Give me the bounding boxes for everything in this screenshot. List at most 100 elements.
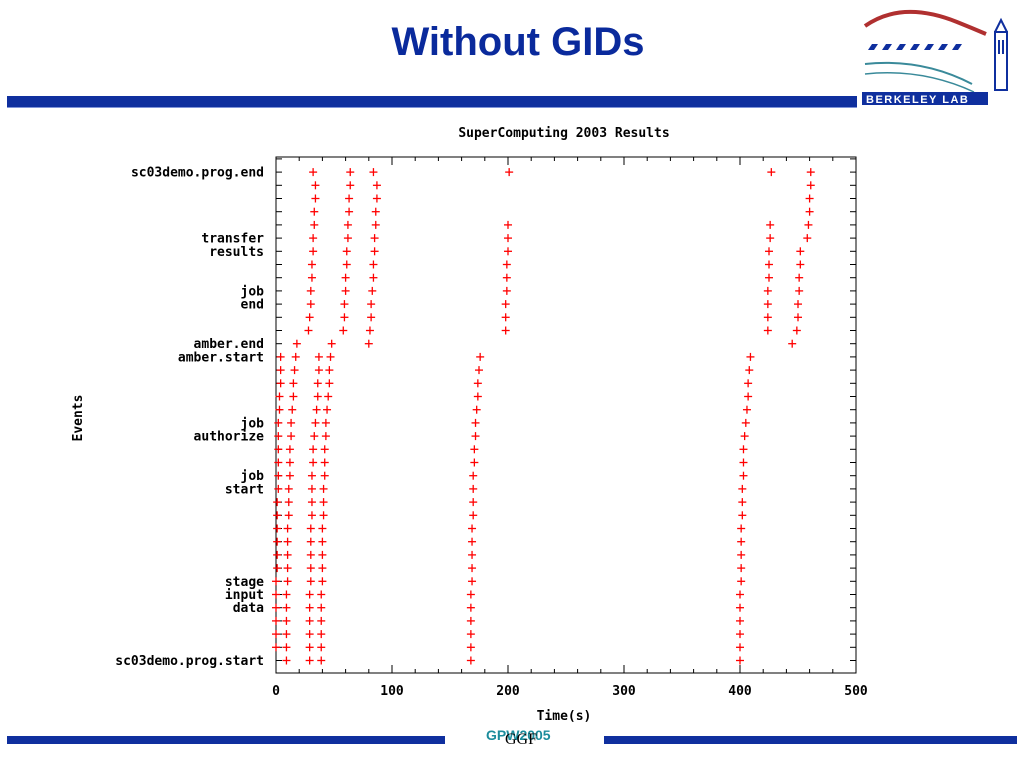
chart-title: SuperComputing 2003 Results [458, 126, 669, 141]
data-point [738, 511, 747, 520]
data-point [321, 432, 330, 441]
data-point [742, 405, 751, 414]
data-point [736, 590, 744, 599]
data-point [324, 392, 333, 401]
data-point [325, 366, 334, 375]
data-point [283, 537, 292, 546]
data-point [502, 260, 511, 269]
y-axis-label: Events [71, 395, 86, 442]
data-point [305, 656, 314, 665]
y-tick-label: end [241, 298, 264, 313]
data-point [289, 392, 298, 401]
data-point [806, 168, 815, 177]
data-point [309, 458, 318, 467]
data-point [364, 339, 373, 348]
data-point [501, 326, 510, 335]
data-point [736, 603, 744, 612]
data-point [283, 564, 292, 573]
data-point [307, 273, 316, 282]
x-axis-label: Time(s) [537, 709, 592, 724]
data-point [504, 234, 512, 243]
data-point [309, 234, 318, 243]
y-tick-label: transfer [201, 232, 264, 247]
data-point [310, 220, 319, 229]
data-point [327, 339, 336, 348]
header-divider-shadow [7, 107, 857, 108]
data-point [767, 168, 776, 177]
data-point [272, 603, 280, 612]
data-point [314, 366, 323, 375]
data-point [292, 339, 301, 348]
data-point [275, 392, 284, 401]
data-point [274, 445, 283, 454]
data-point [306, 577, 315, 586]
footer-bar-right [604, 736, 1017, 744]
data-point [314, 352, 323, 361]
data-point [741, 418, 750, 427]
data-point [273, 564, 282, 573]
logo-text: BERKELEY LAB [866, 94, 969, 106]
data-point [740, 432, 749, 441]
data-point [738, 498, 747, 507]
data-point [343, 220, 352, 229]
data-point [272, 577, 280, 586]
data-point [319, 498, 328, 507]
data-point [744, 392, 753, 401]
y-tick-label: start [225, 482, 264, 497]
data-point [342, 260, 351, 269]
data-point [326, 352, 335, 361]
data-point [371, 220, 380, 229]
x-tick-label: 0 [272, 684, 280, 699]
data-point [794, 300, 802, 309]
y-tick-label: authorize [194, 430, 265, 445]
data-point [310, 207, 319, 216]
data-point [368, 286, 377, 295]
data-point [476, 352, 485, 361]
data-point [346, 168, 355, 177]
x-tick-label: 300 [612, 684, 636, 699]
y-tick-label: amber.start [178, 350, 264, 365]
data-point [285, 471, 294, 480]
data-point [504, 247, 512, 256]
data-point [466, 616, 475, 625]
data-point [309, 168, 318, 177]
data-point [369, 273, 378, 282]
x-ticks [275, 157, 857, 673]
data-point [367, 300, 376, 309]
data-point [273, 537, 282, 546]
data-point [311, 418, 320, 427]
data-point [346, 181, 355, 190]
data-point [319, 511, 328, 520]
data-point [370, 234, 379, 243]
data-point [320, 445, 329, 454]
footer-conference: GPW2005 [486, 727, 551, 743]
data-point [502, 286, 511, 295]
data-point [325, 379, 334, 388]
y-tick-label: job [241, 284, 265, 299]
data-point [307, 260, 316, 269]
data-point [796, 260, 805, 269]
data-point [501, 300, 510, 309]
data-point [473, 392, 482, 401]
data-point [306, 537, 315, 546]
data-point [739, 445, 748, 454]
data-point [745, 366, 754, 375]
data-point [321, 418, 330, 427]
data-point [272, 616, 280, 625]
data-point [342, 247, 351, 256]
data-point [792, 326, 801, 335]
data-point [763, 300, 772, 309]
data-point [766, 234, 775, 243]
data-point [739, 471, 748, 480]
data-point [468, 564, 477, 573]
data-point [804, 220, 813, 229]
data-point [317, 616, 326, 625]
data-point [289, 379, 298, 388]
data-point [473, 379, 482, 388]
data-point [274, 418, 283, 427]
data-point [310, 432, 319, 441]
y-tick-label: sc03demo.prog.end [131, 166, 264, 181]
data-point [275, 405, 284, 414]
data-point [470, 458, 479, 467]
data-point [737, 524, 746, 533]
